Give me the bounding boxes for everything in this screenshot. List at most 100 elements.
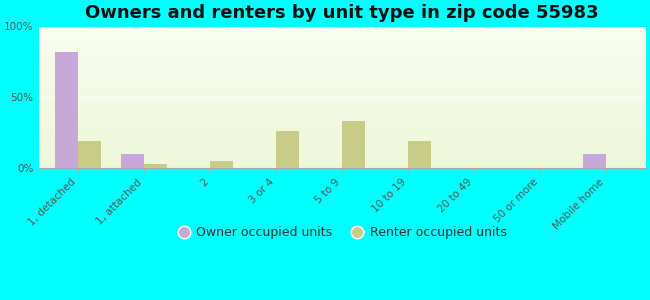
Bar bbox=[38, 167, 646, 168]
Bar bbox=[38, 109, 646, 110]
Bar bbox=[38, 113, 646, 114]
Bar bbox=[38, 97, 646, 99]
Bar bbox=[38, 120, 646, 122]
Bar bbox=[38, 26, 646, 28]
Bar bbox=[38, 138, 646, 140]
Bar bbox=[38, 140, 646, 141]
Bar bbox=[38, 131, 646, 133]
Bar bbox=[38, 52, 646, 53]
Bar bbox=[38, 116, 646, 117]
Bar bbox=[38, 164, 646, 165]
Bar bbox=[38, 63, 646, 65]
Bar bbox=[38, 133, 646, 134]
Bar bbox=[38, 147, 646, 148]
Bar bbox=[38, 56, 646, 58]
Bar bbox=[38, 32, 646, 34]
Bar bbox=[38, 110, 646, 112]
Bar bbox=[38, 75, 646, 76]
Bar bbox=[38, 86, 646, 87]
Bar bbox=[38, 141, 646, 142]
Bar bbox=[38, 92, 646, 93]
Bar bbox=[38, 155, 646, 157]
Bar bbox=[210, 161, 233, 168]
Bar bbox=[38, 106, 646, 107]
Bar bbox=[38, 28, 646, 29]
Bar bbox=[276, 131, 299, 168]
Bar bbox=[38, 68, 646, 69]
Bar bbox=[38, 70, 646, 72]
Bar bbox=[38, 157, 646, 158]
Bar bbox=[38, 93, 646, 94]
Bar bbox=[38, 136, 646, 137]
Bar bbox=[38, 35, 646, 36]
Bar bbox=[38, 154, 646, 155]
Bar bbox=[38, 38, 646, 39]
Bar bbox=[38, 55, 646, 56]
Bar bbox=[38, 34, 646, 35]
Bar bbox=[38, 61, 646, 62]
Bar bbox=[38, 144, 646, 146]
Bar bbox=[583, 154, 606, 168]
Bar bbox=[38, 165, 646, 167]
Bar bbox=[38, 126, 646, 127]
Bar bbox=[38, 162, 646, 164]
Bar bbox=[38, 134, 646, 136]
Bar bbox=[38, 128, 646, 130]
Bar bbox=[38, 118, 646, 120]
Bar bbox=[38, 161, 646, 162]
Bar bbox=[38, 82, 646, 83]
Bar bbox=[38, 123, 646, 124]
Bar bbox=[38, 117, 646, 118]
Bar bbox=[38, 100, 646, 101]
Bar bbox=[38, 142, 646, 144]
Bar bbox=[38, 99, 646, 100]
Bar bbox=[38, 51, 646, 52]
Bar bbox=[38, 72, 646, 73]
Bar bbox=[38, 103, 646, 104]
Bar bbox=[38, 46, 646, 48]
Bar bbox=[78, 141, 101, 168]
Bar bbox=[38, 45, 646, 46]
Bar bbox=[38, 53, 646, 55]
Bar bbox=[38, 36, 646, 38]
Bar bbox=[38, 62, 646, 63]
Bar bbox=[38, 151, 646, 152]
Bar bbox=[38, 48, 646, 49]
Bar bbox=[38, 148, 646, 150]
Bar bbox=[38, 152, 646, 154]
Title: Owners and renters by unit type in zip code 55983: Owners and renters by unit type in zip c… bbox=[85, 4, 599, 22]
Bar bbox=[55, 52, 78, 168]
Bar bbox=[38, 65, 646, 66]
Bar bbox=[408, 141, 432, 168]
Bar bbox=[38, 58, 646, 59]
Bar bbox=[38, 29, 646, 31]
Bar bbox=[38, 77, 646, 79]
Bar bbox=[144, 164, 167, 168]
Bar bbox=[38, 83, 646, 85]
Bar bbox=[38, 122, 646, 123]
Bar bbox=[121, 154, 144, 168]
Bar bbox=[342, 122, 365, 168]
Bar bbox=[38, 80, 646, 82]
Bar bbox=[38, 146, 646, 147]
Legend: Owner occupied units, Renter occupied units: Owner occupied units, Renter occupied un… bbox=[172, 221, 512, 244]
Bar bbox=[38, 76, 646, 77]
Bar bbox=[38, 127, 646, 128]
Bar bbox=[38, 31, 646, 32]
Bar bbox=[38, 96, 646, 97]
Bar bbox=[38, 130, 646, 131]
Bar bbox=[38, 79, 646, 80]
Bar bbox=[38, 101, 646, 103]
Bar bbox=[38, 112, 646, 113]
Bar bbox=[38, 73, 646, 75]
Bar bbox=[38, 160, 646, 161]
Bar bbox=[38, 107, 646, 109]
Bar bbox=[38, 158, 646, 160]
Bar bbox=[38, 44, 646, 45]
Bar bbox=[38, 39, 646, 41]
Bar bbox=[38, 85, 646, 86]
Bar bbox=[38, 124, 646, 126]
Bar bbox=[38, 41, 646, 42]
Bar bbox=[38, 66, 646, 68]
Bar bbox=[38, 69, 646, 70]
